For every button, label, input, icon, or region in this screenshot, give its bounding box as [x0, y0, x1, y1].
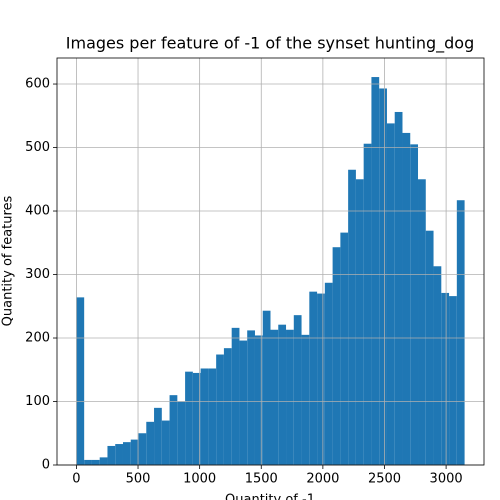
y-tick-label: 600: [25, 77, 50, 92]
bar: [216, 354, 224, 465]
bar: [138, 433, 147, 465]
x-tick-label: 2000: [306, 472, 339, 487]
y-tick-label: 0: [42, 458, 50, 473]
x-tick-label: 1000: [183, 472, 216, 487]
bar: [192, 372, 201, 465]
bar: [456, 200, 465, 465]
x-tick-label: 2500: [368, 472, 401, 487]
bar: [177, 401, 186, 465]
bar: [200, 368, 209, 465]
bar: [425, 230, 434, 465]
x-tick-label: 500: [126, 472, 151, 487]
plot-frame: [56, 57, 485, 466]
bar: [154, 407, 162, 465]
bar: [115, 444, 123, 465]
bar: [76, 297, 85, 465]
bar: [169, 395, 178, 465]
bar: [317, 293, 325, 465]
bar: [394, 111, 403, 465]
x-tick-label: 0: [72, 472, 80, 487]
bar: [371, 77, 380, 465]
bar: [433, 266, 442, 465]
bar: [386, 123, 395, 465]
bar: [231, 327, 240, 465]
bar: [262, 310, 271, 465]
bar: [332, 247, 341, 465]
bar: [410, 144, 419, 465]
bar: [402, 132, 411, 465]
bar: [286, 329, 294, 465]
bar: [254, 335, 263, 465]
bar: [418, 179, 426, 465]
y-tick-label: 100: [25, 394, 50, 409]
bar: [107, 445, 116, 465]
bar: [146, 421, 155, 465]
bar: [208, 368, 217, 465]
bar: [348, 169, 356, 465]
bar: [130, 439, 139, 465]
bar: [161, 420, 170, 465]
bar: [340, 232, 349, 465]
bar: [223, 348, 232, 465]
bar: [441, 292, 450, 465]
bar: [278, 324, 287, 465]
bar: [379, 88, 387, 465]
bar: [270, 329, 279, 465]
y-axis-label: Quantity of features: [1, 195, 16, 326]
bar: [247, 330, 255, 465]
bar: [239, 340, 248, 465]
bar: [449, 296, 457, 465]
bar: [99, 457, 108, 465]
x-axis-label: Quantity of -1: [225, 493, 315, 500]
bar: [84, 459, 92, 465]
bar: [363, 143, 372, 465]
y-tick-label: 200: [25, 331, 50, 346]
bar: [122, 442, 131, 465]
chart-title: Images per feature of -1 of the synset h…: [66, 34, 474, 54]
bar: [185, 371, 193, 465]
bar: [301, 334, 310, 465]
y-tick-label: 400: [25, 204, 50, 219]
bar: [309, 291, 318, 465]
bar: [324, 282, 333, 465]
x-tick-label: 1500: [245, 472, 278, 487]
bar: [293, 315, 302, 465]
bar: [355, 179, 364, 465]
y-tick-label: 300: [25, 267, 50, 282]
x-tick-label: 3000: [430, 472, 463, 487]
bar: [91, 459, 100, 465]
y-tick-label: 500: [25, 140, 50, 155]
